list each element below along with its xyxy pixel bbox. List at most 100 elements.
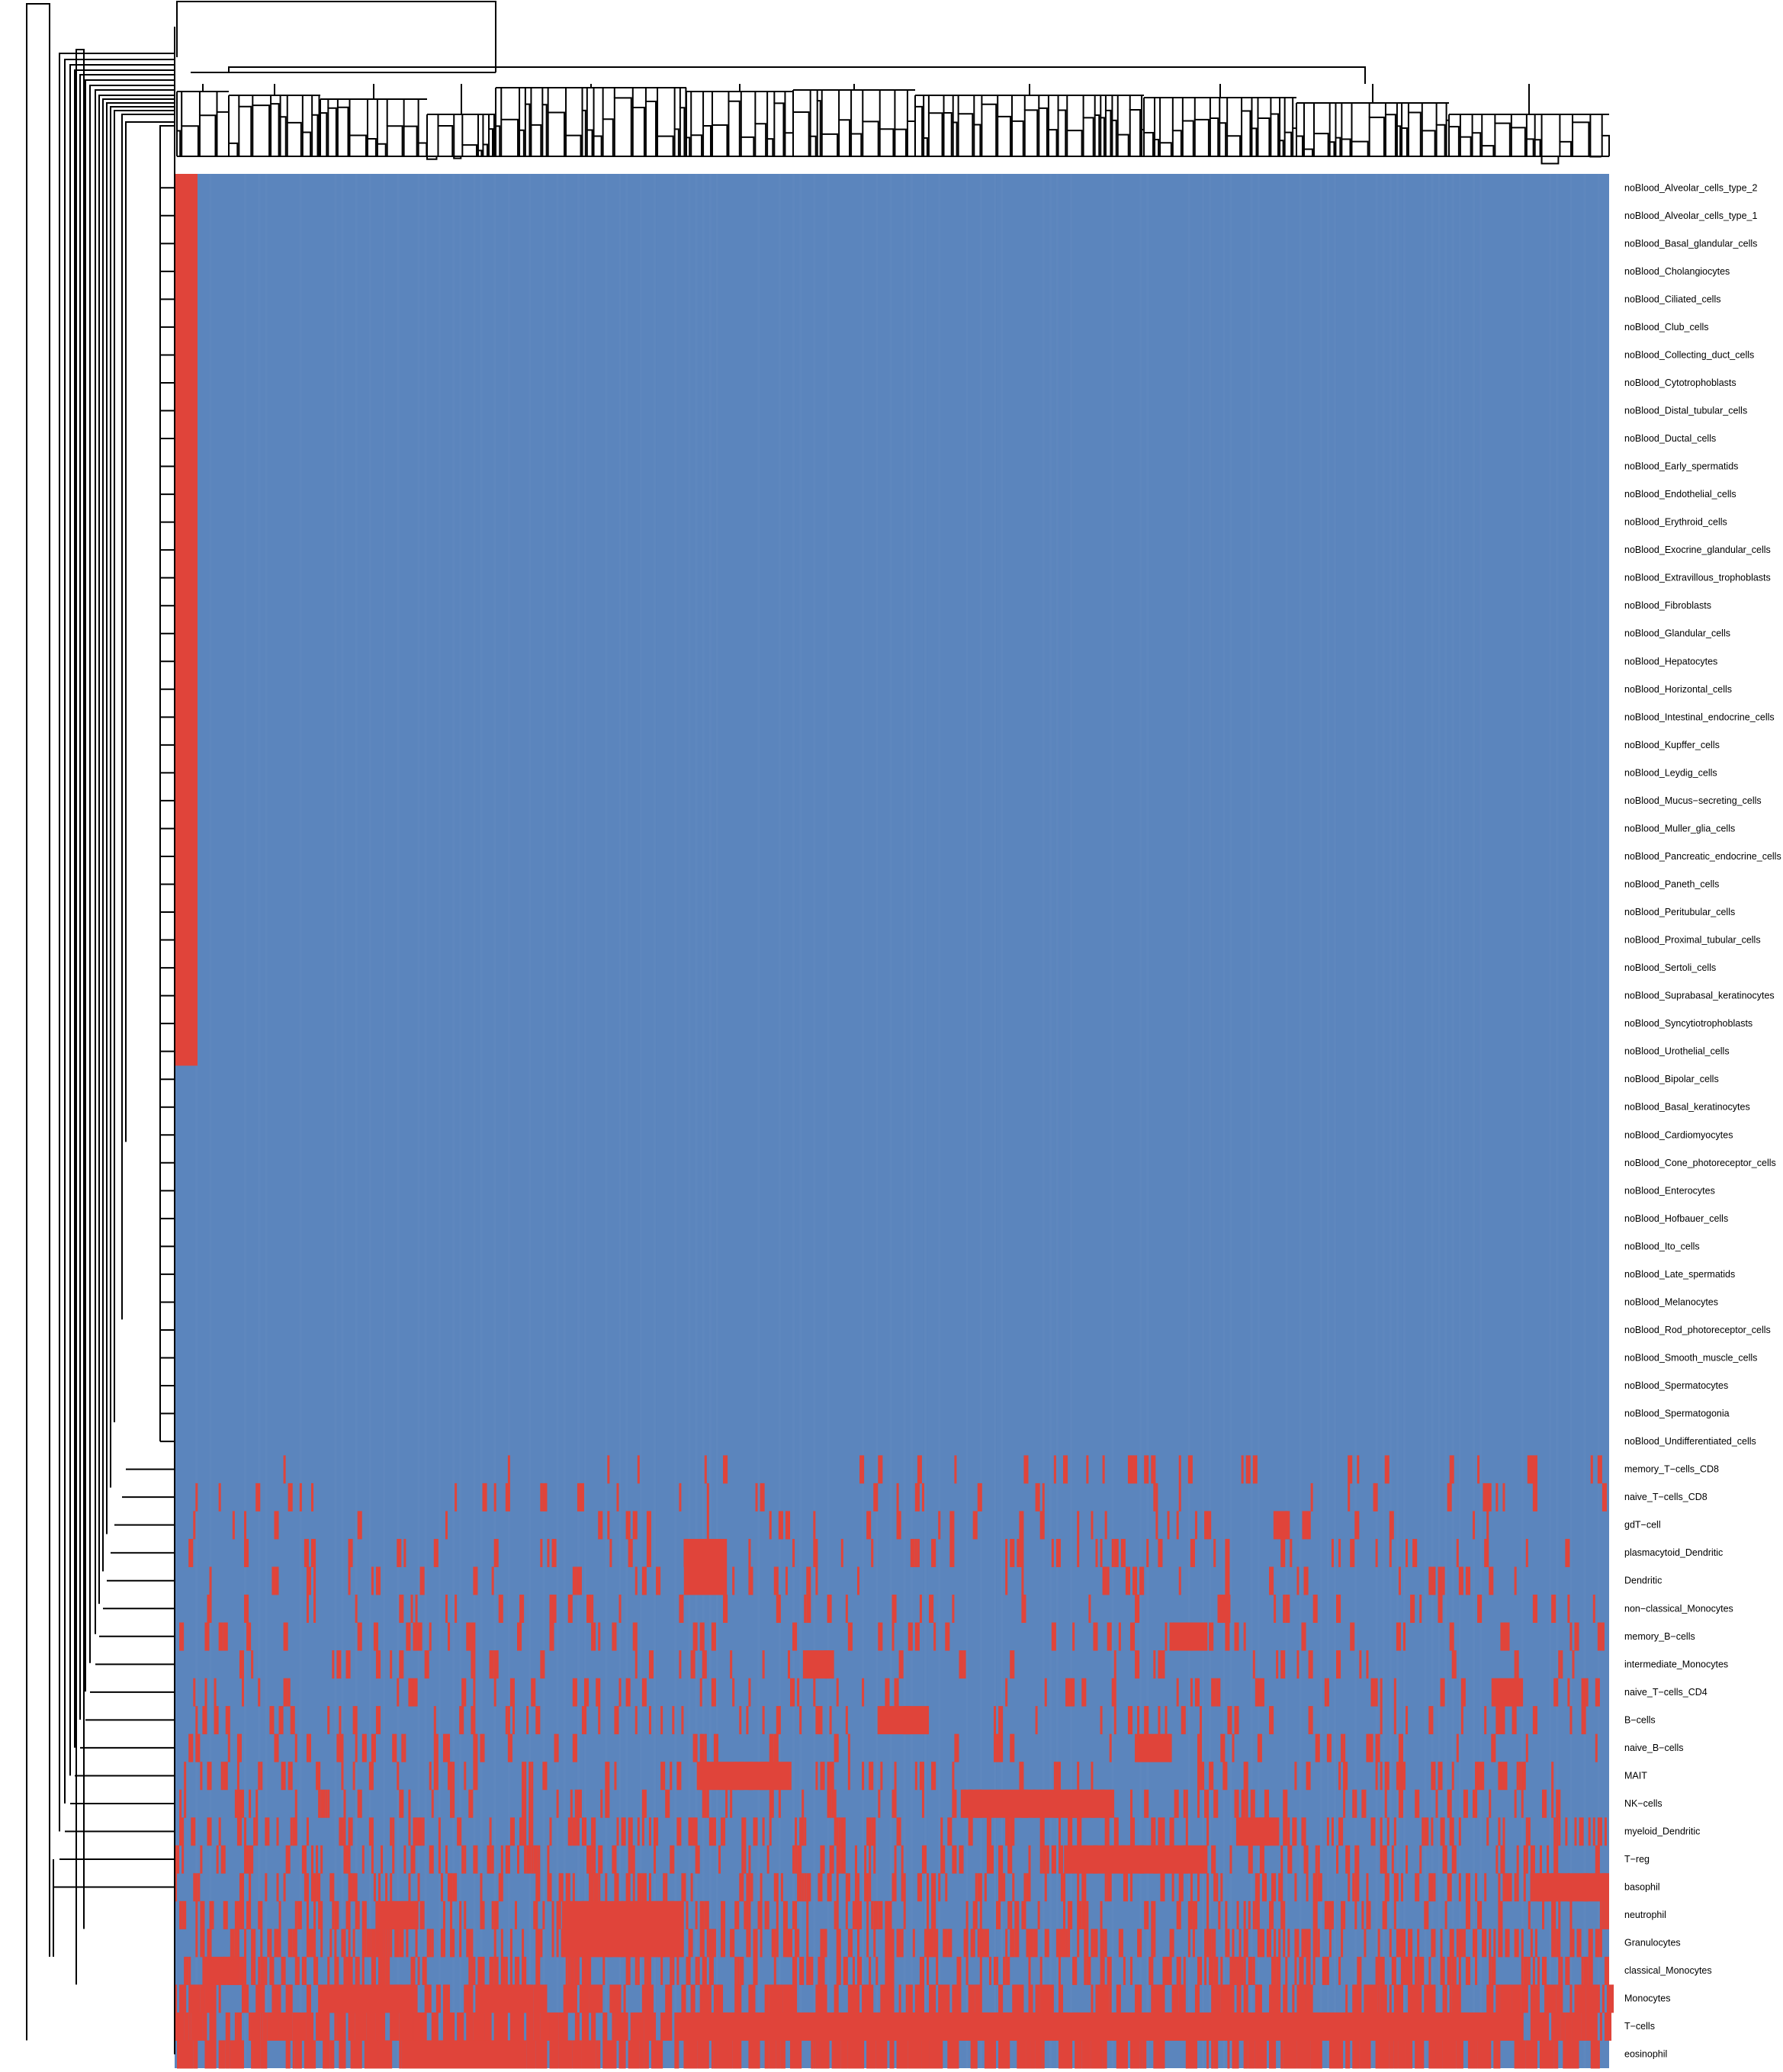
column-dendrogram-branch [228, 66, 1366, 84]
heatmap-cell [417, 1622, 422, 1651]
heatmap-cell [556, 1900, 561, 1929]
heatmap-cell [471, 1956, 476, 1985]
heatmap-cell [1149, 1956, 1154, 1985]
heatmap-cell [965, 1900, 969, 1929]
heatmap-cell [234, 1929, 239, 1958]
heatmap-cell [262, 2012, 268, 2041]
heatmap-cell [787, 1929, 793, 1958]
heatmap-cell [1144, 1900, 1149, 1929]
column-dendrogram-leaf-branch [279, 116, 287, 156]
heatmap-cell [1183, 1789, 1186, 1818]
heatmap-cell [901, 1845, 904, 1874]
heatmap-cell [1572, 1929, 1575, 1958]
heatmap-row [188, 1538, 1570, 1567]
heatmap-cell [903, 1900, 906, 1929]
heatmap-cell [1077, 1511, 1080, 1540]
heatmap-cell [1107, 1873, 1112, 1902]
heatmap-cell [1271, 1873, 1277, 1902]
heatmap-cell [276, 1817, 279, 1846]
heatmap-cell [746, 1873, 751, 1902]
heatmap-cell [1417, 1956, 1420, 1985]
heatmap-cell [1402, 1929, 1406, 1958]
column-dendrogram-leaf-branch [1181, 120, 1194, 156]
heatmap-cell [681, 1873, 686, 1902]
heatmap-cell [836, 1873, 839, 1902]
heatmap-row [175, 759, 198, 788]
heatmap-cell [371, 1733, 376, 1762]
heatmap-cell [963, 1650, 966, 1679]
heatmap-cell [598, 1706, 601, 1735]
heatmap-cell [734, 1984, 742, 2013]
heatmap-cell [1021, 1900, 1026, 1929]
heatmap-cell [790, 1678, 795, 1707]
heatmap-cell [1283, 2040, 1297, 2069]
heatmap-cell [1597, 1817, 1600, 1846]
heatmap-cell [533, 1845, 538, 1874]
heatmap-cell [1100, 1538, 1103, 1567]
column-dendrogram-leaf-branch [1082, 117, 1094, 156]
heatmap-cell [1294, 1956, 1297, 1985]
heatmap-cell [929, 2040, 943, 2069]
heatmap-cell [310, 2040, 316, 2069]
column-dendrogram-leaf-branch [1257, 117, 1271, 156]
heatmap-cell [182, 1845, 185, 1874]
heatmap-cell [1060, 1929, 1066, 1958]
heatmap-cell [1477, 2040, 1492, 2069]
heatmap-cell [836, 1678, 839, 1707]
heatmap-cell [1084, 1929, 1089, 1958]
heatmap-cell [670, 1762, 673, 1791]
heatmap-cell [1558, 1900, 1561, 1929]
heatmap-cell [482, 1483, 487, 1511]
heatmap-cell [1232, 1956, 1237, 1985]
heatmap-cell [880, 1762, 883, 1791]
heatmap-cell [255, 1817, 259, 1846]
heatmap-cell [1380, 1984, 1387, 2013]
heatmap-cell [316, 2012, 330, 2041]
heatmap-cell [1354, 1789, 1357, 1818]
column-dendrogram-leaf-branch [565, 134, 582, 156]
heatmap-cell [179, 1622, 185, 1651]
heatmap-cell [1151, 1984, 1165, 2013]
heatmap-cell [316, 1762, 321, 1791]
heatmap-cell [1104, 1873, 1107, 1902]
heatmap-cell [1151, 1817, 1156, 1846]
heatmap-cell [385, 1956, 390, 1985]
heatmap-cell [236, 1817, 242, 1846]
heatmap-cell [1183, 1956, 1186, 1985]
heatmap-cell [385, 1929, 388, 1958]
heatmap-cell [493, 1538, 499, 1567]
heatmap-cell [686, 1900, 689, 1929]
heatmap-cell [1039, 1817, 1045, 1846]
heatmap-cell [345, 1650, 351, 1679]
heatmap-cell [1350, 1622, 1355, 1651]
column-dendrogram-leaf-branch [1159, 142, 1172, 156]
heatmap-cell [1310, 1483, 1313, 1511]
heatmap-cell [1051, 1622, 1056, 1651]
column-stripe [556, 174, 559, 2068]
heatmap-cell [244, 1845, 249, 1874]
heatmap-cell [1113, 1650, 1116, 1679]
column-dendrogram-leaf-branch [519, 129, 525, 156]
heatmap-cell [792, 1538, 795, 1567]
heatmap-cell [1070, 1678, 1075, 1707]
heatmap-cell [827, 1873, 832, 1902]
heatmap-cell [419, 1566, 425, 1595]
heatmap-cell [1058, 1845, 1064, 1874]
heatmap-block [1483, 1483, 1492, 1511]
heatmap-cell [618, 1678, 622, 1707]
heatmap-cell [1585, 1678, 1589, 1707]
heatmap-cell [896, 2040, 908, 2069]
heatmap-cell [526, 1845, 532, 1874]
heatmap-cell [769, 2040, 776, 2069]
heatmap-cell [375, 1650, 381, 1679]
heatmap-cell [641, 1873, 647, 1902]
heatmap-cell [348, 1956, 353, 1985]
heatmap-cell [455, 1483, 458, 1511]
column-stripe [903, 174, 906, 2068]
heatmap-cell [278, 1900, 281, 1929]
heatmap-cell [975, 1873, 978, 1902]
heatmap-cell [260, 1929, 263, 1958]
heatmap-cell [179, 1900, 182, 1929]
column-stripe [1333, 174, 1337, 2068]
heatmap-cell [1213, 1538, 1216, 1567]
